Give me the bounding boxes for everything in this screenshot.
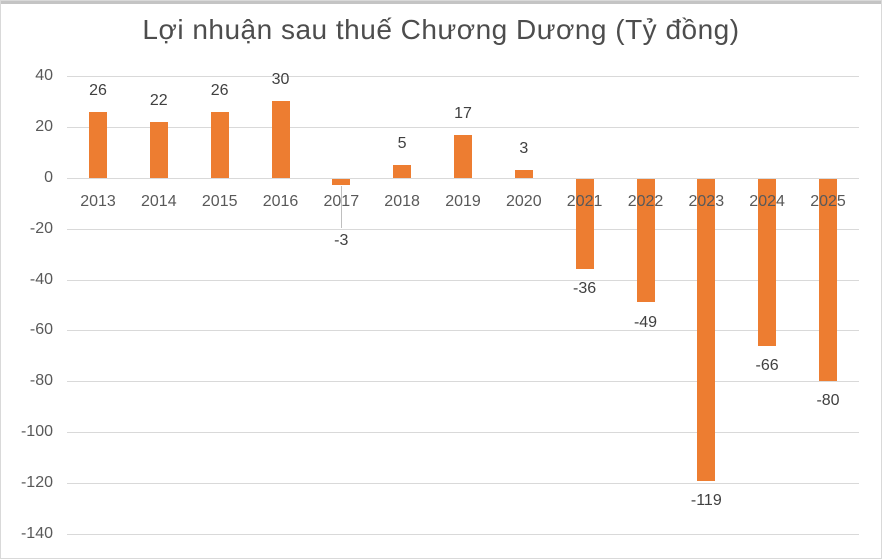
x-axis-label-2015: 2015: [201, 193, 238, 210]
x-axis-label-2022: 2022: [627, 193, 664, 210]
bar-2015: [210, 111, 229, 178]
gridline: [67, 177, 859, 179]
gridline: [67, 330, 859, 332]
bar-2014: [149, 121, 168, 178]
y-axis-tick-label: 0: [44, 168, 53, 186]
gridline: [67, 228, 859, 230]
gridline: [67, 483, 859, 485]
x-axis-label-2016: 2016: [262, 193, 299, 210]
x-axis-label-2020: 2020: [506, 193, 542, 210]
bar-2019: [454, 134, 472, 178]
data-label-2015: 26: [210, 81, 229, 99]
bar-2023: [697, 178, 716, 481]
bar-2017: [332, 178, 351, 186]
x-axis-label-2024: 2024: [749, 193, 785, 210]
y-axis-tick-label: -20: [29, 219, 53, 237]
y-axis-tick-label: -120: [20, 474, 53, 492]
bar-2020: [514, 170, 533, 178]
x-axis-label-2025: 2025: [810, 193, 846, 210]
leader-line: [341, 186, 343, 228]
data-label-2017: -3: [334, 232, 349, 249]
window-edge: [1, 1, 881, 4]
x-axis-label-2018: 2018: [384, 193, 420, 210]
y-axis-tick-label: -40: [29, 270, 53, 288]
bar-2013: [89, 111, 107, 178]
gridline: [67, 279, 859, 281]
y-axis-tick-label: 20: [35, 117, 53, 135]
data-label-2025: -80: [816, 392, 840, 410]
data-label-2019: 17: [454, 104, 472, 122]
bar-2024: [758, 178, 777, 346]
data-label-2014: 22: [149, 91, 168, 109]
x-axis-label-2023: 2023: [688, 193, 725, 210]
y-axis-tick-label: -140: [20, 525, 53, 542]
data-label-2024: -66: [755, 356, 779, 374]
x-axis-label-2019: 2019: [445, 193, 481, 210]
data-label-2023: -119: [690, 491, 722, 509]
y-axis-tick-label: -80: [29, 372, 53, 390]
x-axis-label-2014: 2014: [141, 193, 177, 210]
chart-title: Lợi nhuận sau thuế Chương Dương (Tỷ đồng…: [142, 14, 740, 45]
gridline: [67, 126, 859, 128]
gridline: [67, 381, 859, 383]
gridline: [67, 534, 859, 535]
bar-2016: [271, 101, 290, 178]
y-axis-tick-label: 40: [35, 67, 53, 84]
data-label-2020: 3: [519, 140, 529, 158]
data-label-2013: 26: [89, 81, 107, 99]
data-label-2022: -49: [633, 313, 658, 331]
gridline: [67, 76, 859, 77]
bar-2021: [575, 178, 594, 270]
bar-2025: [819, 178, 837, 382]
x-axis-label-2017: 2017: [323, 193, 360, 210]
x-axis-label-2013: 2013: [80, 193, 116, 210]
data-label-2018: 5: [397, 135, 407, 153]
data-label-2021: -36: [573, 280, 597, 298]
y-axis-tick-label: -100: [20, 423, 53, 441]
bar-2018: [393, 165, 412, 178]
gridline: [67, 432, 859, 434]
data-label-2016: 30: [271, 71, 290, 89]
bar-2022: [636, 178, 655, 303]
x-axis-label-2021: 2021: [566, 193, 603, 210]
y-axis-tick-label: -60: [29, 321, 53, 339]
